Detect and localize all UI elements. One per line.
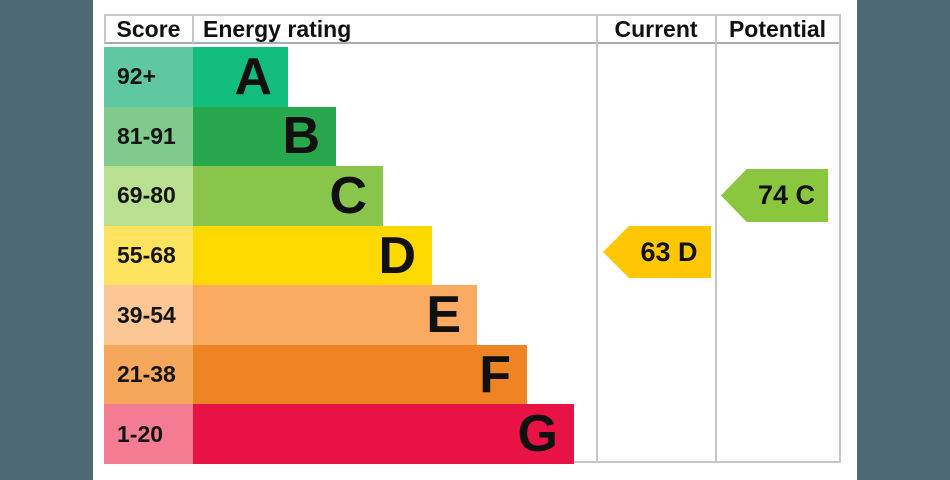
current-rating-arrow: 63 D <box>603 226 711 278</box>
header-bottom-border <box>104 42 841 44</box>
header-potential: Potential <box>728 15 827 42</box>
potential-column-left-border <box>715 43 717 463</box>
header-divider-right <box>839 15 841 43</box>
rating-bar-a: A <box>193 47 288 107</box>
current-column-left-border <box>596 43 598 463</box>
header-current: Current <box>614 15 698 42</box>
header-top-border <box>104 14 841 16</box>
header-divider-potential <box>715 15 717 43</box>
rating-bar-b: B <box>193 106 336 167</box>
score-range-c: 69-80 <box>104 166 193 226</box>
rating-bar-e: E <box>193 285 477 345</box>
band-row-g: 1-20 G <box>104 404 841 465</box>
header-score: Score <box>116 15 181 42</box>
score-range-e: 39-54 <box>104 285 193 345</box>
score-range-f: 21-38 <box>104 344 193 405</box>
band-row-e: 39-54 E <box>104 285 841 345</box>
rating-bar-d: D <box>193 225 432 286</box>
score-range-d: 55-68 <box>104 225 193 286</box>
table-right-border <box>839 43 841 463</box>
band-row-d: 55-68 D <box>104 225 841 286</box>
header-energy-rating: Energy rating <box>203 15 352 42</box>
score-range-b: 81-91 <box>104 106 193 167</box>
rating-bar-c: C <box>193 166 383 226</box>
rating-band-rows: 92+ A 81-91 B 69-80 C 55-68 D 39-54 E 21-38 F 1-20 G <box>104 47 841 465</box>
current-rating-label: 63 D <box>640 236 698 267</box>
rating-bar-f: F <box>193 344 527 405</box>
rating-bar-g: G <box>193 404 574 465</box>
potential-rating-label: 74 C <box>757 180 816 210</box>
band-row-b: 81-91 B <box>104 106 841 167</box>
band-row-c: 69-80 C <box>104 166 841 226</box>
band-row-a: 92+ A <box>104 47 841 107</box>
score-range-g: 1-20 <box>104 404 193 465</box>
header-divider-current <box>596 15 598 43</box>
potential-rating-arrow: 74 C <box>721 169 828 222</box>
band-row-f: 21-38 F <box>104 344 841 405</box>
header-divider-score <box>192 15 194 43</box>
header-divider-left <box>104 15 106 43</box>
score-range-a: 92+ <box>104 47 193 107</box>
